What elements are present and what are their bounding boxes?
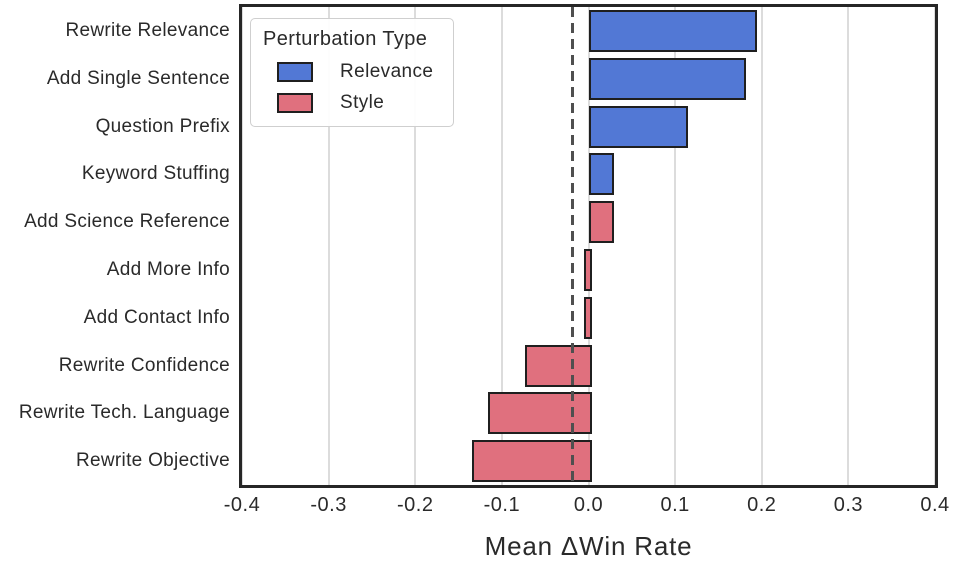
gridline: [847, 7, 850, 485]
y-tick-label-rewrite-objective: Rewrite Objective: [76, 450, 230, 472]
bar-rewrite-tech-language: [488, 392, 593, 435]
gridline: [500, 7, 503, 485]
y-tick-label-add-contact-info: Add Contact Info: [83, 306, 230, 328]
legend-item-style: Style: [277, 92, 445, 114]
bar-question-prefix: [588, 105, 688, 148]
x-tick-label: -0.3: [310, 494, 347, 516]
y-tick-label-rewrite-tech-language: Rewrite Tech. Language: [18, 402, 230, 424]
style-color-swatch: [277, 93, 313, 113]
legend-item-relevance: Relevance: [277, 61, 445, 83]
x-axis-tick-labels: -0.4 -0.3 -0.2 -0.1 0.0 0.1 0.2 0.3 0.4: [224, 494, 949, 522]
bar-rewrite-confidence: [525, 344, 593, 387]
x-tick-label: -0.2: [397, 494, 434, 516]
y-tick-label-add-science-reference: Add Science Reference: [24, 211, 230, 233]
zero-reference-dashed-line: [571, 7, 575, 485]
x-tick-label: -0.4: [223, 494, 261, 516]
legend: Perturbation Type Relevance Style: [250, 18, 454, 127]
x-tick-label: -0.1: [483, 494, 521, 516]
gridline: [587, 7, 590, 485]
x-axis-label: Mean ΔWin Rate: [484, 531, 693, 561]
x-tick-label: 0.2: [747, 494, 777, 516]
gridline: [241, 7, 243, 485]
relevance-color-swatch: [277, 62, 313, 82]
gridline: [674, 7, 677, 485]
legend-title: Perturbation Type: [263, 28, 428, 50]
x-tick-label: 0.1: [660, 494, 690, 516]
bar-add-science-reference: [588, 201, 615, 244]
y-tick-label-rewrite-confidence: Rewrite Confidence: [58, 354, 230, 376]
bar-add-single-sentence: [588, 57, 746, 100]
bar-rewrite-relevance: [588, 9, 758, 52]
y-axis-labels: Rewrite Relevance Add Single Sentence Ques…: [0, 0, 230, 576]
y-tick-label-add-more-info: Add More Info: [106, 258, 230, 280]
legend-label-style: Style: [340, 92, 385, 113]
bar-keyword-stuffing: [588, 153, 615, 196]
y-tick-label-add-single-sentence: Add Single Sentence: [46, 67, 230, 89]
bar-add-more-info: [584, 248, 593, 291]
gridline: [760, 7, 763, 485]
gridline: [934, 7, 936, 485]
y-tick-label-question-prefix: Question Prefix: [95, 115, 230, 137]
plot-area: Perturbation Type Relevance Style: [239, 4, 938, 488]
legend-label-relevance: Relevance: [340, 61, 434, 82]
x-tick-label: 0.0: [573, 494, 604, 516]
gridline: [327, 7, 330, 485]
x-tick-label: 0.3: [833, 494, 864, 516]
gridline: [414, 7, 417, 485]
x-tick-label: 0.4: [920, 494, 950, 516]
bar-add-contact-info: [584, 296, 593, 339]
y-tick-label-rewrite-relevance: Rewrite Relevance: [65, 19, 230, 41]
y-tick-label-keyword-stuffing: Keyword Stuffing: [81, 163, 230, 185]
